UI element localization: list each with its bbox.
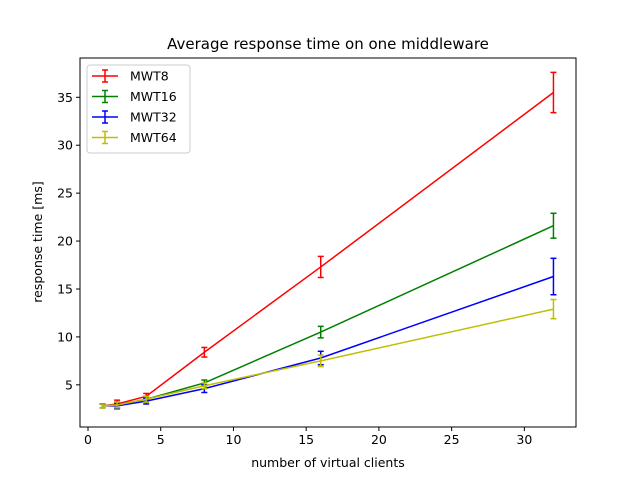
series-mwt32 (99, 257, 557, 410)
series-line-mwt32 (102, 275, 554, 407)
series-mwt64 (99, 298, 557, 409)
chart-title: Average response time on one middleware (167, 35, 489, 53)
legend-label-mwt16: MWT16 (130, 89, 177, 104)
plot-frame (79, 57, 577, 428)
x-axis-label: number of virtual clients (251, 455, 405, 470)
x-tick-label: 10 (226, 432, 242, 447)
y-tick-label: 5 (65, 377, 73, 392)
series-line-mwt8 (102, 91, 554, 407)
x-tick-label: 25 (444, 432, 460, 447)
x-tick-label: 0 (84, 432, 92, 447)
legend-label-mwt32: MWT32 (130, 110, 177, 125)
y-tick-label: 30 (57, 138, 73, 153)
x-tick-label: 30 (516, 432, 532, 447)
x-tick-label: 15 (298, 432, 314, 447)
y-tick-label: 25 (57, 186, 73, 201)
legend-label-mwt64: MWT64 (130, 130, 177, 145)
y-tick-label: 10 (57, 329, 73, 344)
y-tick-label: 20 (57, 234, 73, 249)
plot-area (99, 71, 557, 410)
y-axis-label: response time [ms] (30, 181, 45, 302)
x-tick-label: 5 (157, 432, 165, 447)
y-tick-label: 35 (57, 90, 73, 105)
legend-box (86, 64, 191, 154)
legend-label-mwt8: MWT8 (130, 69, 169, 84)
y-tick-label: 15 (57, 281, 73, 296)
axes: 0 5 10 15 20 25 30 5 10 15 20 25 30 35 (57, 90, 532, 447)
x-tick-label: 20 (371, 432, 387, 447)
legend: MWT8 MWT16 MWT32 MWT64 (86, 64, 191, 154)
series-mwt8 (99, 71, 557, 409)
series-mwt16 (99, 212, 557, 409)
series-line-mwt64 (102, 308, 554, 407)
